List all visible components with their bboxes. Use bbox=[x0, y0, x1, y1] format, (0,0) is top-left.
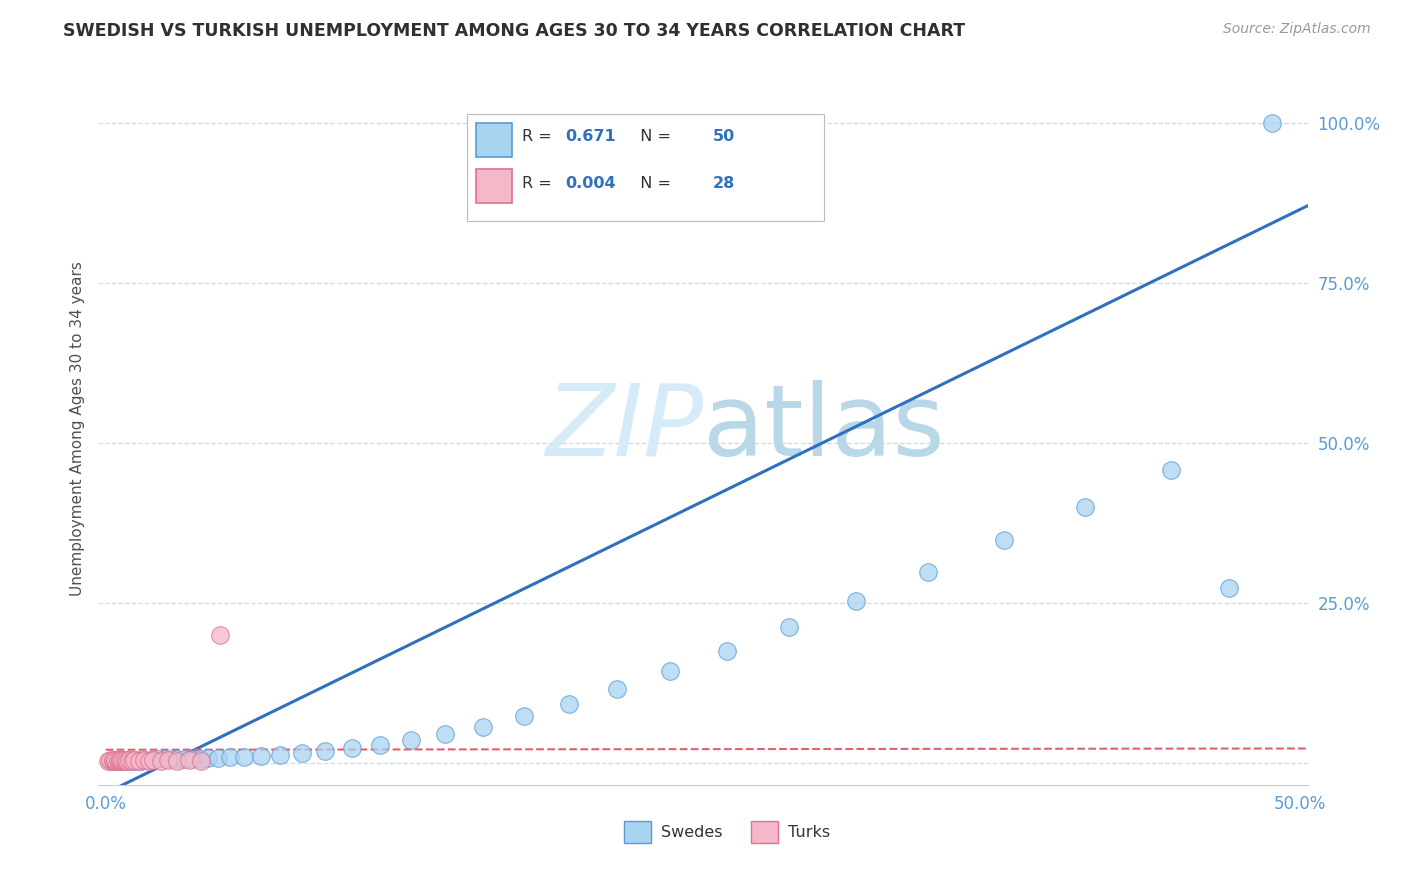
Bar bbox=[751, 821, 778, 844]
Point bbox=[111, 753, 134, 767]
Point bbox=[107, 754, 129, 768]
FancyBboxPatch shape bbox=[467, 114, 824, 221]
Point bbox=[190, 754, 212, 768]
Point bbox=[716, 643, 738, 657]
Point bbox=[197, 751, 219, 765]
Point bbox=[131, 754, 153, 768]
Point bbox=[101, 753, 124, 767]
Point bbox=[166, 752, 188, 766]
Point bbox=[107, 753, 129, 767]
Point bbox=[101, 754, 124, 768]
Point bbox=[108, 753, 131, 767]
Point bbox=[128, 754, 150, 768]
Point bbox=[993, 533, 1015, 548]
Bar bbox=[475, 169, 512, 203]
Point bbox=[115, 754, 138, 768]
Text: N =: N = bbox=[630, 128, 676, 144]
Point bbox=[370, 738, 392, 752]
Point bbox=[340, 741, 363, 756]
Point bbox=[111, 754, 134, 768]
Point bbox=[108, 753, 131, 767]
Point bbox=[180, 752, 202, 766]
Point bbox=[472, 720, 495, 734]
Point bbox=[118, 753, 141, 767]
Point bbox=[114, 753, 136, 767]
Text: 0.671: 0.671 bbox=[565, 128, 616, 144]
Point bbox=[778, 620, 800, 634]
Point bbox=[166, 754, 188, 768]
Point bbox=[107, 754, 129, 768]
Text: 28: 28 bbox=[713, 176, 735, 191]
Point bbox=[115, 754, 138, 768]
Point bbox=[606, 681, 628, 696]
Point bbox=[513, 709, 536, 723]
Text: R =: R = bbox=[522, 176, 557, 191]
Point bbox=[269, 747, 291, 762]
Point bbox=[1160, 463, 1182, 477]
Point bbox=[114, 753, 136, 767]
Point bbox=[122, 753, 145, 767]
Text: 0.004: 0.004 bbox=[565, 176, 616, 191]
Point bbox=[132, 753, 155, 767]
Point bbox=[558, 698, 581, 712]
Text: 50: 50 bbox=[713, 128, 735, 144]
Point bbox=[98, 753, 121, 767]
Point bbox=[155, 752, 177, 766]
Point bbox=[433, 727, 456, 741]
Point bbox=[98, 754, 121, 768]
Point bbox=[104, 753, 127, 767]
Point bbox=[250, 749, 273, 764]
Text: SWEDISH VS TURKISH UNEMPLOYMENT AMONG AGES 30 TO 34 YEARS CORRELATION CHART: SWEDISH VS TURKISH UNEMPLOYMENT AMONG AG… bbox=[63, 22, 966, 40]
Point bbox=[104, 753, 127, 767]
Text: Swedes: Swedes bbox=[661, 824, 723, 839]
Point bbox=[97, 754, 120, 768]
Point bbox=[156, 753, 179, 767]
Point bbox=[118, 753, 141, 767]
Point bbox=[138, 753, 160, 767]
Y-axis label: Unemployment Among Ages 30 to 34 years: Unemployment Among Ages 30 to 34 years bbox=[69, 260, 84, 596]
Point bbox=[314, 744, 336, 758]
Text: atlas: atlas bbox=[703, 380, 945, 476]
Point bbox=[162, 752, 184, 766]
Point bbox=[290, 746, 312, 760]
Point bbox=[132, 753, 155, 767]
Point bbox=[190, 752, 212, 766]
Point bbox=[179, 753, 201, 767]
Text: Source: ZipAtlas.com: Source: ZipAtlas.com bbox=[1223, 22, 1371, 37]
Point bbox=[142, 753, 165, 767]
Text: Turks: Turks bbox=[787, 824, 830, 839]
Point bbox=[125, 754, 148, 768]
Point bbox=[138, 754, 160, 768]
Text: ZIP: ZIP bbox=[544, 380, 703, 476]
Point bbox=[149, 754, 172, 768]
Text: N =: N = bbox=[630, 176, 676, 191]
Point bbox=[845, 593, 868, 607]
Point bbox=[173, 752, 195, 766]
Point bbox=[218, 750, 240, 764]
Point bbox=[142, 753, 165, 767]
Point bbox=[128, 753, 150, 767]
Point bbox=[209, 627, 232, 641]
Point bbox=[111, 754, 134, 768]
Point bbox=[207, 751, 229, 765]
Point bbox=[114, 754, 136, 768]
Point bbox=[658, 664, 681, 678]
Point bbox=[1261, 115, 1284, 129]
Point bbox=[121, 754, 143, 768]
Bar bbox=[624, 821, 651, 844]
Point bbox=[122, 753, 145, 767]
Bar bbox=[475, 123, 512, 157]
Point bbox=[1074, 500, 1097, 514]
Point bbox=[101, 754, 124, 768]
Point bbox=[233, 749, 256, 764]
Point bbox=[146, 752, 169, 766]
Point bbox=[401, 733, 423, 747]
Point bbox=[104, 754, 127, 768]
Point bbox=[1218, 582, 1240, 596]
Text: R =: R = bbox=[522, 128, 557, 144]
Point bbox=[108, 754, 131, 768]
Point bbox=[121, 754, 143, 768]
Point bbox=[917, 565, 939, 579]
